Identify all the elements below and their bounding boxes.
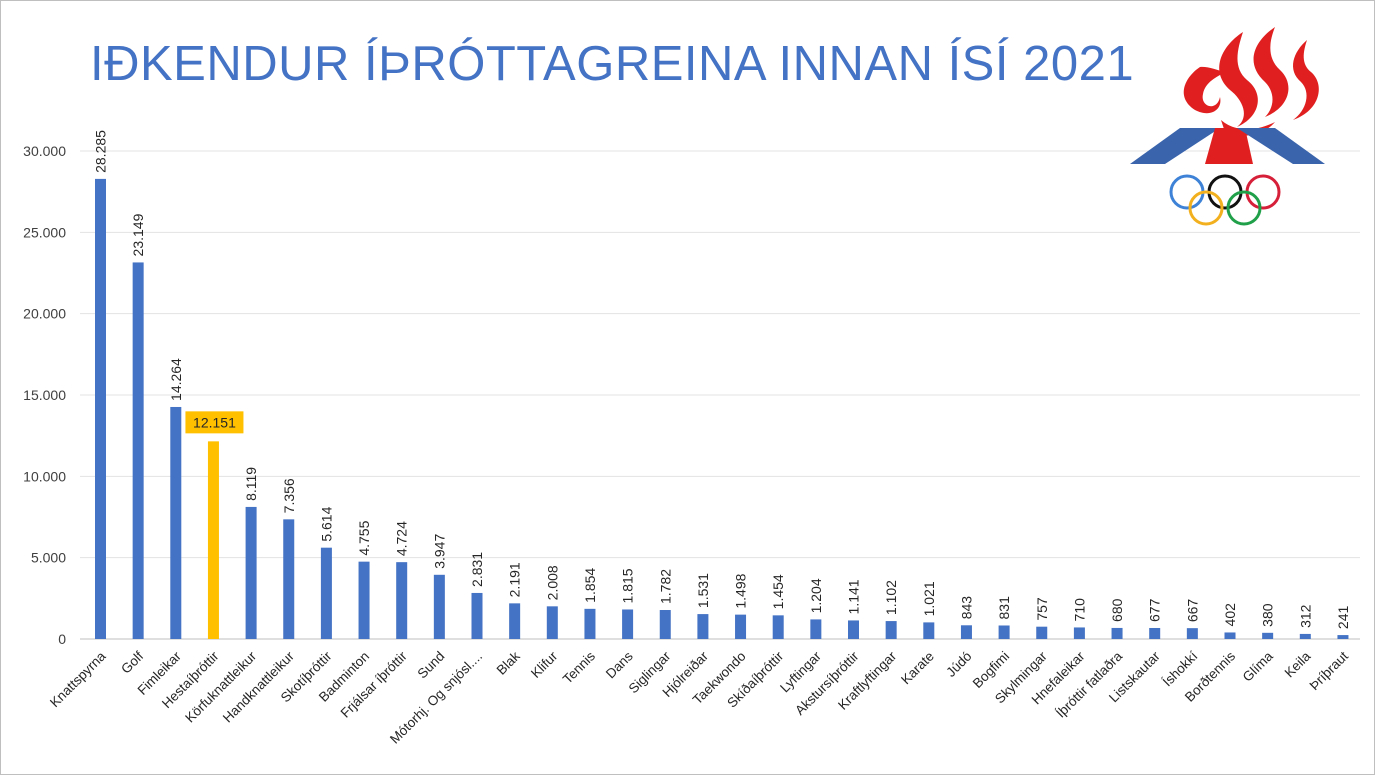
data-label: 2.831 (469, 552, 485, 587)
data-label: 241 (1335, 606, 1351, 630)
data-label: 3.947 (431, 534, 447, 569)
bar (960, 625, 972, 639)
bar (433, 574, 445, 639)
bar (584, 608, 596, 639)
bar (170, 406, 182, 639)
data-label: 1.854 (582, 568, 598, 603)
bar (1036, 626, 1048, 639)
data-label: 14.264 (168, 358, 184, 401)
x-tick-label: Klifur (528, 648, 561, 681)
data-label: 7.356 (281, 478, 297, 513)
data-label: 757 (1034, 597, 1050, 621)
data-label: 8.119 (243, 467, 259, 501)
data-label: 23.149 (130, 213, 146, 256)
bar (1224, 632, 1236, 639)
bar (1073, 627, 1085, 639)
x-tick-label: Glíma (1240, 648, 1276, 684)
bar (622, 609, 634, 639)
bar (659, 610, 671, 639)
x-tick-label: Knattspyrna (47, 648, 109, 710)
data-label: 2.008 (544, 565, 560, 600)
data-label: 1.782 (657, 569, 673, 604)
data-label: 1.102 (883, 580, 899, 615)
data-label: 312 (1297, 604, 1313, 628)
bar (697, 614, 709, 639)
x-tick-label: Júdó (943, 649, 974, 680)
data-label: 402 (1222, 603, 1238, 627)
bar (471, 592, 483, 639)
data-label: 2.191 (507, 562, 523, 597)
bar (132, 262, 144, 639)
data-label: 12.151 (193, 414, 236, 430)
bar (998, 625, 1010, 639)
data-label: 1.498 (733, 573, 749, 608)
x-tick-label: Golf (118, 648, 146, 676)
bar (283, 519, 295, 639)
data-label: 831 (996, 596, 1012, 620)
x-tick-label: Sund (415, 649, 448, 682)
bar (923, 622, 935, 639)
bar (320, 547, 332, 639)
bar (1299, 633, 1311, 639)
bar (207, 441, 219, 639)
data-label: 680 (1109, 598, 1125, 622)
y-tick-label: 15.000 (23, 387, 66, 403)
y-tick-label: 5.000 (31, 550, 66, 566)
bar (546, 606, 558, 639)
data-label: 5.614 (318, 506, 334, 541)
bar (1337, 635, 1349, 639)
chart-title: IÐKENDUR ÍÞRÓTTAGREINA INNAN ÍSÍ 2021 (90, 37, 1135, 91)
data-label: 380 (1260, 603, 1276, 627)
isi-olympic-logo-icon (1130, 27, 1325, 226)
x-tick-label: Þríþraut (1307, 648, 1352, 693)
x-tick-label: Blak (494, 648, 523, 677)
y-tick-label: 25.000 (23, 224, 66, 240)
bar (509, 603, 521, 639)
y-tick-label: 0 (58, 631, 66, 647)
bar (848, 620, 859, 639)
bar (1149, 627, 1161, 639)
data-label: 710 (1071, 598, 1087, 622)
data-label: 1.531 (695, 573, 711, 608)
data-label: 4.724 (394, 521, 410, 556)
bar (396, 562, 408, 639)
data-label: 667 (1184, 599, 1200, 623)
bar (810, 619, 822, 639)
x-tick-label: Karate (898, 649, 937, 688)
data-label: 1.141 (846, 579, 862, 614)
x-tick-label: Tennis (560, 648, 598, 686)
data-label: 1.815 (620, 568, 636, 603)
x-tick-label: Frjálsar íþróttir (338, 648, 410, 720)
y-tick-label: 10.000 (23, 468, 66, 484)
data-label: 843 (958, 596, 974, 620)
data-label: 1.454 (770, 574, 786, 609)
bar (95, 178, 106, 639)
bar (885, 621, 897, 639)
bar (772, 615, 784, 639)
data-label: 1.021 (921, 581, 937, 616)
x-tick-label: Keila (1282, 648, 1314, 680)
x-tick-label: Dans (603, 648, 636, 681)
data-label-box (185, 411, 244, 434)
data-label: 28.285 (93, 130, 109, 173)
y-tick-label: 30.000 (23, 143, 66, 159)
x-tick-label: Íþróttir fatlaðra (1053, 648, 1125, 720)
bar (1186, 628, 1198, 639)
y-tick-label: 20.000 (23, 306, 66, 322)
data-label: 1.204 (808, 578, 824, 613)
bar (358, 561, 370, 639)
bar (1111, 627, 1123, 639)
data-label: 677 (1147, 598, 1163, 622)
data-label: 4.755 (356, 520, 372, 555)
bar (245, 506, 257, 639)
bar (1262, 632, 1274, 639)
bar (735, 614, 747, 639)
